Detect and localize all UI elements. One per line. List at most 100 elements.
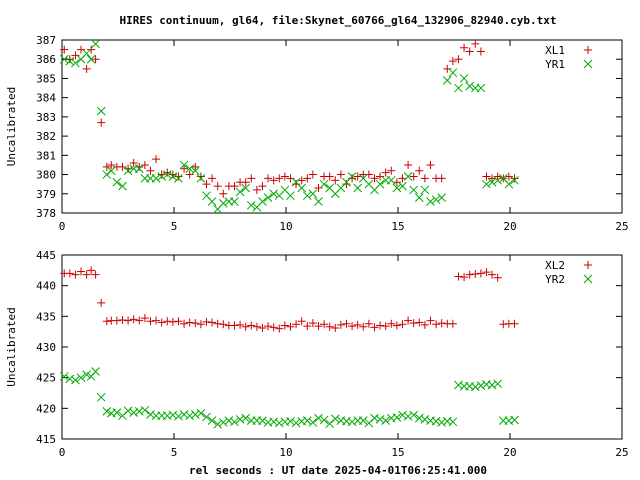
data-point [179,160,189,170]
data-point [459,74,469,83]
data-point [448,417,458,427]
data-point [314,322,323,331]
data-point [179,410,189,419]
data-point [409,410,419,420]
data-point [82,370,91,379]
data-point [269,176,278,185]
data-point [168,172,178,181]
data-point [264,322,273,331]
data-point [493,273,502,282]
data-point [376,172,385,181]
data-point [420,174,429,183]
data-point [157,172,167,181]
series-xl2 [60,266,519,333]
y-tick-label: 381 [36,149,56,162]
data-point [140,314,149,323]
data-point [392,321,401,330]
series-yr1 [59,39,519,214]
data-point [403,411,413,421]
data-point [123,166,133,176]
data-point [392,183,402,193]
data-point [286,322,295,331]
data-point [102,317,111,326]
data-point [470,382,480,392]
x-tick-label: 0 [59,220,66,233]
data-point [59,54,69,64]
data-point [286,174,295,183]
data-point [107,160,116,169]
data-point [230,321,239,330]
data-point [431,416,441,426]
data-point [330,414,340,424]
data-point [336,170,345,179]
data-point [437,193,447,202]
legend-label: YR1 [545,58,565,71]
y-tick-label: 425 [36,372,56,385]
data-point [460,43,469,52]
data-point [471,39,480,48]
data-point [353,183,363,193]
data-point [398,320,407,329]
data-point [454,83,463,93]
data-point [140,160,149,169]
data-point [392,178,401,187]
data-point [91,367,100,376]
y-tick-label: 384 [36,92,56,105]
data-point [415,318,424,327]
data-point [476,47,485,56]
data-point [504,179,514,189]
x-tick-label: 20 [503,220,516,233]
y-tick-label: 378 [36,207,56,220]
y-axis-label: Uncalibrated [5,307,18,386]
data-point [86,54,96,64]
data-point [208,318,217,327]
data-point [409,172,418,181]
data-point [236,320,245,329]
y-tick-label: 440 [36,280,56,293]
data-point [437,319,446,328]
data-point [235,187,245,197]
data-point [91,39,100,49]
data-point [208,174,217,183]
y-tick-label: 379 [36,188,56,201]
data-point [510,319,519,328]
data-point [370,174,379,183]
data-point [235,415,245,424]
data-point [426,316,435,325]
data-point [213,319,222,328]
data-point [112,316,121,325]
data-point [504,172,513,181]
data-point [258,182,267,191]
y-tick-label: 435 [36,310,56,323]
data-point [348,174,357,183]
data-point [302,191,312,201]
data-point [247,321,256,330]
data-point [185,318,194,327]
data-point [218,199,228,208]
data-point [146,317,155,326]
data-point [202,317,211,326]
data-point [426,160,435,169]
data-point [191,162,200,171]
y-tick-label: 385 [36,72,56,85]
data-point [196,320,205,329]
data-point [476,83,486,93]
x-tick-label: 15 [391,220,404,233]
data-point [375,415,385,424]
data-point [258,323,267,332]
data-point [77,45,86,54]
data-point [59,372,69,381]
y-tick-label: 382 [36,130,56,143]
y-tick-label: 420 [36,402,56,415]
data-point [381,168,390,177]
data-point [303,322,312,331]
data-point [448,319,457,328]
data-point [387,166,396,175]
data-point [196,172,205,181]
data-point [213,419,223,429]
data-point [297,317,306,326]
data-point [319,415,329,425]
data-point [269,189,279,199]
data-point [342,319,351,328]
data-point [129,315,138,324]
